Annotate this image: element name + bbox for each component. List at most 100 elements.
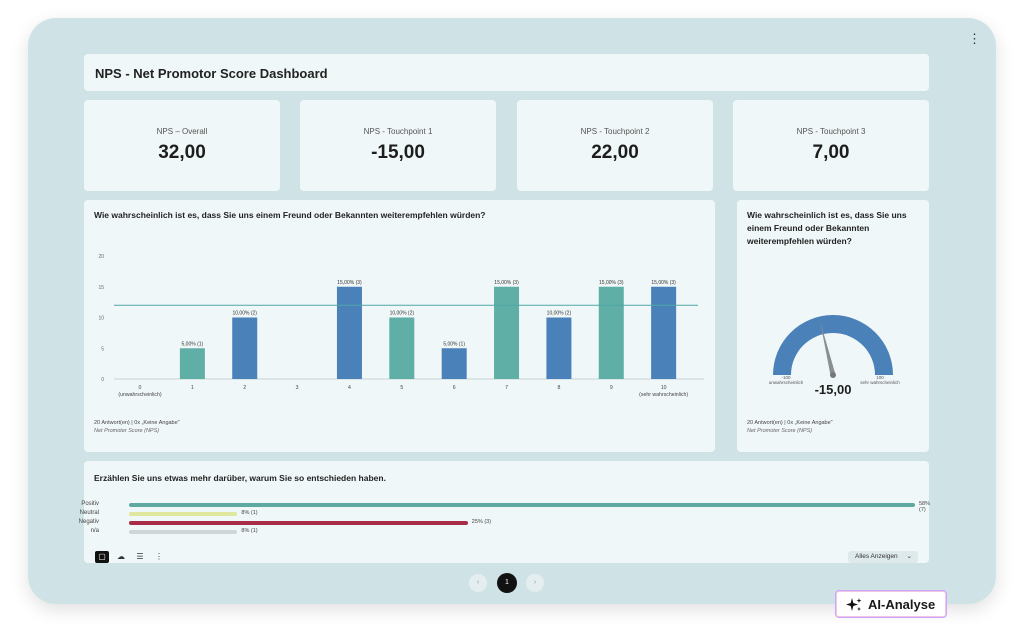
sentiment-value: 25% (3): [471, 519, 492, 525]
sentiment-bar-chart: Positiv 58% (7) Neutral 8% (1) Negativ 25% (3…: [59, 500, 930, 542]
nps-gauge-card: Wie wahrscheinlich ist es, dass Sie uns …: [737, 200, 929, 452]
x-tick-label: 5: [400, 385, 403, 391]
chart-title: Wie wahrscheinlich ist es, dass Sie uns …: [94, 210, 486, 220]
bar: [598, 286, 624, 379]
x-tick-label: 6: [453, 385, 456, 391]
sentiment-label: Neutral: [79, 510, 99, 516]
sentiment-value: 8% (1): [241, 510, 258, 516]
list-view-icon[interactable]: ☰: [136, 552, 144, 561]
dashboard-title-card: NPS - Net Promotor Score Dashboard: [84, 54, 929, 91]
dashboard-title: NPS - Net Promotor Score Dashboard: [95, 66, 328, 81]
x-tick-label: 2: [243, 385, 246, 391]
x-tick-label: 4: [348, 385, 351, 391]
chevron-down-icon: ⌄: [906, 553, 912, 560]
page-1-button[interactable]: 1: [497, 573, 517, 593]
gauge-subtitle: Net Promoter Score (NPS): [747, 428, 813, 434]
bar: [651, 286, 677, 379]
gauge-note: 20 Antwort(en) | 0x „Keine Angabe" Net P…: [747, 419, 833, 435]
gauge-title: Wie wahrscheinlich ist es, dass Sie uns …: [747, 210, 907, 246]
data-label: 5,00% (1): [182, 341, 204, 347]
x-tick-label: 7: [505, 385, 508, 391]
sentiment-bar: [129, 512, 238, 516]
gauge-min-text: unwahrscheinlich: [768, 380, 804, 385]
sentiment-bar: [129, 521, 468, 525]
ai-analyse-button[interactable]: AI-Analyse: [835, 590, 947, 618]
sentiment-bar: [129, 503, 915, 507]
x-tick-label: 3: [296, 385, 299, 391]
kpi-card-touchpoint-1: NPS - Touchpoint 1 -15,00: [300, 100, 496, 191]
gauge-value: -15,00: [814, 382, 852, 397]
data-label: 10,00% (2): [390, 311, 415, 317]
kpi-value: 22,00: [591, 142, 639, 163]
data-label: 15,00% (3): [651, 280, 676, 286]
data-label: 10,00% (2): [232, 311, 257, 317]
kpi-label: NPS – Overall: [156, 127, 208, 136]
data-label: 15,00% (3): [337, 280, 362, 286]
nps-distribution-card: Wie wahrscheinlich ist es, dass Sie uns …: [84, 200, 715, 452]
more-options-icon[interactable]: ⋮: [968, 31, 981, 46]
bubble-view-icon[interactable]: ▢: [95, 551, 109, 563]
kpi-value: 7,00: [812, 142, 850, 163]
show-all-button[interactable]: Alles Anzeigen ⌄: [848, 551, 918, 563]
reasons-title: Erzählen Sie uns etwas mehr darüber, war…: [94, 473, 386, 483]
bar: [336, 286, 362, 379]
kpi-card-touchpoint-2: NPS - Touchpoint 2 22,00: [517, 100, 713, 191]
x-tick-sublabel: (sehr wahrscheinlich): [639, 392, 688, 398]
kpi-label: NPS - Touchpoint 3: [796, 127, 866, 136]
kpi-card-touchpoint-3: NPS - Touchpoint 3 7,00: [733, 100, 929, 191]
y-tick-label: 20: [98, 254, 104, 260]
x-tick-label: 0: [139, 385, 142, 391]
sentiment-value: 8% (1): [241, 528, 258, 534]
show-all-label: Alles Anzeigen: [855, 553, 898, 560]
kpi-value: 32,00: [158, 142, 206, 163]
next-page-button[interactable]: ›: [526, 574, 544, 592]
bar: [389, 317, 415, 379]
data-label: 15,00% (3): [599, 280, 624, 286]
gauge-arc: [773, 315, 893, 375]
nps-gauge: [773, 315, 893, 378]
kpi-label: NPS - Touchpoint 1: [363, 127, 433, 136]
gauge-max-label: 100 sehr wahrscheinlich: [857, 375, 903, 385]
x-tick-label: 9: [610, 385, 613, 391]
ai-analyse-label: AI-Analyse: [868, 597, 936, 612]
x-tick-label: 8: [557, 385, 560, 391]
response-count: 20 Antwort(en) | 0x „Keine Angabe": [94, 420, 180, 426]
y-tick-label: 5: [101, 346, 104, 352]
more-options-icon[interactable]: ⋮: [155, 552, 163, 561]
x-tick-label: 1: [191, 385, 194, 391]
bar: [546, 317, 572, 379]
data-label: 15,00% (3): [494, 280, 519, 286]
sentiment-bar: [129, 530, 238, 534]
gauge-min-label: -100 unwahrscheinlich: [763, 375, 809, 385]
bar: [232, 317, 258, 379]
prev-page-button[interactable]: ‹: [469, 574, 487, 592]
y-tick-label: 0: [101, 377, 104, 383]
kpi-value: -15,00: [371, 142, 425, 163]
data-label: 5,00% (1): [443, 341, 465, 347]
kpi-card-overall: NPS – Overall 32,00: [84, 100, 280, 191]
gauge-max-text: sehr wahrscheinlich: [860, 380, 900, 385]
kpi-label: NPS - Touchpoint 2: [580, 127, 650, 136]
response-count: 20 Antwort(en) | 0x „Keine Angabe": [747, 420, 833, 426]
bar: [441, 348, 467, 379]
chart-subtitle: Net Promoter Score (NPS): [94, 428, 160, 434]
sentiment-label: Positiv: [81, 501, 99, 507]
data-label: 10,00% (2): [547, 311, 572, 317]
x-tick-sublabel: (unwahrscheinlich): [118, 392, 162, 398]
sentiment-label: n/a: [90, 528, 99, 534]
cloud-view-icon[interactable]: ☁: [117, 552, 125, 561]
gauge-hub: [830, 372, 836, 378]
bar: [179, 348, 205, 379]
sentiment-value: 58% (7): [919, 501, 931, 513]
gauge-needle: [819, 320, 836, 376]
y-tick-label: 10: [98, 316, 104, 322]
sparkle-icon: [846, 598, 862, 611]
gauge-max-value: 100: [876, 375, 884, 380]
chart-note: 20 Antwort(en) | 0x „Keine Angabe" Net P…: [94, 419, 180, 435]
sentiment-label: Negativ: [78, 519, 99, 525]
bar: [494, 286, 520, 379]
gauge-min-value: -100: [781, 375, 791, 380]
x-tick-label: 10: [661, 385, 667, 391]
y-tick-label: 15: [98, 285, 104, 291]
